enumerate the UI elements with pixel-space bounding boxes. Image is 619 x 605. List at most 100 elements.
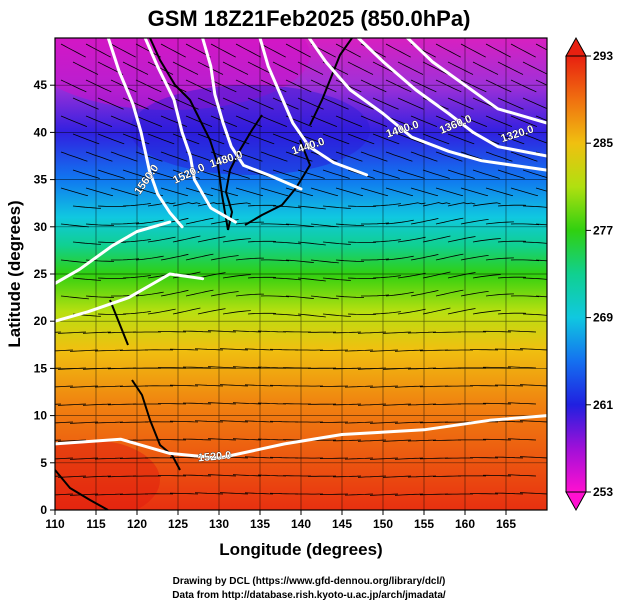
streamline [522,241,547,244]
streamline [222,97,249,110]
x-tick-label: 120 [127,517,147,531]
streamline [160,289,189,297]
streamline [310,295,339,300]
streamline [157,403,187,405]
streamline [244,456,274,459]
streamline [272,313,301,317]
streamline [135,151,163,162]
streamline [419,457,449,460]
streamline [335,259,365,262]
streamline [160,187,189,197]
streamline [94,349,124,352]
streamline [197,236,226,243]
streamline [235,293,264,297]
streamline [219,492,249,495]
streamline [322,241,351,245]
streamline [94,493,124,496]
streamline [235,187,264,197]
streamline [172,202,201,207]
x-axis-ticks: 110 115 120 125 130 135 140 145 150 155 160 165 [45,510,516,531]
streamline [147,133,175,145]
streamline [272,61,299,75]
streamline [485,293,514,297]
streamline [497,240,527,243]
streamline [522,205,547,208]
streamline [55,349,74,352]
x-axis-label: Longitude (degrees) [219,540,382,559]
streamline [119,457,148,459]
streamline [85,151,113,162]
streamline [347,133,375,145]
streamline [407,439,437,442]
streamline [185,253,214,261]
streamline [372,203,401,207]
streamline [207,402,237,405]
contour-line [307,38,547,172]
streamline [160,151,188,162]
streamline [485,221,514,225]
streamline [361,258,390,261]
streamline [397,133,425,145]
contour-line [55,272,205,323]
streamline [257,366,287,369]
streamline [507,366,537,369]
streamline [210,187,239,197]
streamline [55,403,62,405]
streamline [194,348,224,351]
streamline [194,384,224,387]
streamline [372,133,400,145]
streamline [322,277,351,281]
streamline [297,277,326,282]
streamline [97,133,125,145]
streamline [319,421,349,423]
streamline [55,493,74,496]
streamline [522,313,547,316]
streamline [419,421,449,424]
streamline [122,97,149,110]
streamline [507,402,537,405]
streamline [522,277,547,280]
streamline [472,169,500,179]
streamline [172,133,200,145]
streamline [397,97,424,110]
streamline [97,169,125,179]
streamline [135,291,164,297]
y-tick-label: 10 [34,409,48,423]
streamline [182,366,212,369]
streamline [219,348,249,351]
y-tick-label: 20 [34,314,48,328]
y-tick-label: 35 [34,173,48,187]
streamline [182,438,212,441]
streamline [111,222,140,225]
streamline [347,241,377,244]
streamline [310,115,338,127]
streamline [510,43,536,58]
streamline [157,475,187,477]
streamline [97,241,127,243]
x-tick-label: 165 [496,517,516,531]
streamline [122,61,149,75]
streamline [111,258,140,261]
streamline [344,457,374,460]
streamline [519,348,547,351]
streamline [135,219,164,225]
streamline [260,151,288,162]
streamline [344,349,374,352]
streamline [247,276,277,279]
streamline [460,255,489,261]
streamline [360,187,389,197]
streamline [357,331,387,334]
streamline [447,133,475,145]
streamline [119,493,148,495]
map-title: GSM 18Z21Feb2025 (850.0hPa) [148,6,471,31]
streamline [347,313,377,316]
streamline [110,43,136,58]
streamline [97,277,127,279]
streamline [110,151,138,162]
contour-line [55,414,547,460]
streamline [285,43,311,58]
streamline [447,236,476,243]
streamline [235,115,263,127]
streamline [297,241,326,246]
